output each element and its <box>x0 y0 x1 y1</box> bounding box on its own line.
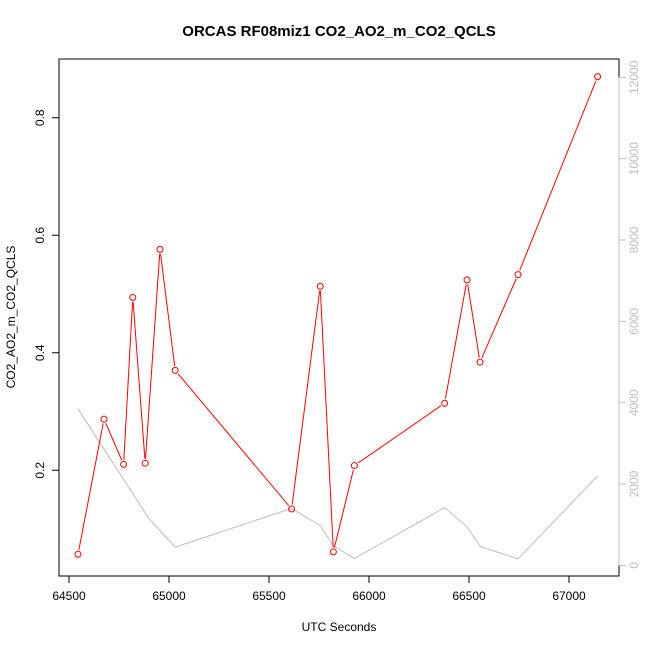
x-tick-label: 65500 <box>252 589 286 603</box>
series-segment <box>105 423 123 461</box>
y2-tick-label: 6000 <box>627 308 641 335</box>
series-segment <box>519 80 597 271</box>
series-line <box>77 408 598 560</box>
series-left-axis <box>74 73 602 558</box>
plot-area-frame <box>58 58 620 577</box>
series-segment <box>333 469 354 548</box>
series-segment <box>291 290 321 505</box>
data-point <box>463 276 471 284</box>
data-point <box>441 399 449 407</box>
x-tick-label: 64500 <box>52 589 86 603</box>
series-segment <box>160 253 176 366</box>
series-segment <box>132 301 146 459</box>
y-tick-label: 0.6 <box>33 227 47 244</box>
series-segment <box>444 284 467 399</box>
data-point <box>350 462 358 470</box>
series-segment <box>319 290 334 548</box>
data-point <box>476 358 484 366</box>
series-segment <box>357 405 442 464</box>
y2-tick-label: 2000 <box>627 470 641 497</box>
x-axis-label: UTC Seconds <box>302 620 377 634</box>
data-point <box>316 282 324 290</box>
y-tick-label: 0.4 <box>33 344 47 361</box>
x-tick-label: 66500 <box>452 589 486 603</box>
x-axis: 64500 65000 65500 66000 66500 67000 <box>52 575 586 603</box>
data-point <box>594 73 602 81</box>
y2-tick-label: 10000 <box>627 142 641 176</box>
data-point <box>288 505 296 513</box>
data-point <box>141 459 149 467</box>
data-point <box>171 366 179 374</box>
y-axis-right: 0 2000 4000 6000 8000 10000 12000 <box>618 60 641 569</box>
series-layer <box>74 73 602 560</box>
chart-title: ORCAS RF08miz1 CO2_AO2_m_CO2_QCLS <box>182 23 495 40</box>
y2-tick-label: 4000 <box>627 389 641 416</box>
y-tick-label: 0.2 <box>33 462 47 479</box>
series-segment <box>481 278 517 359</box>
y2-tick-label: 0 <box>627 562 641 569</box>
series-segment <box>145 253 161 459</box>
y2-tick-label: 12000 <box>627 60 641 94</box>
x-tick-label: 66000 <box>352 589 386 603</box>
data-point <box>514 271 522 279</box>
data-point <box>100 415 108 423</box>
x-tick-label: 67000 <box>552 589 586 603</box>
y-axis-left: 0.2 0.4 0.6 0.8 <box>33 109 60 479</box>
data-point <box>120 460 128 468</box>
series-segment <box>123 301 134 460</box>
series-right-axis <box>77 408 598 560</box>
data-point <box>129 294 137 302</box>
y2-tick-label: 8000 <box>627 226 641 253</box>
series-segment <box>467 284 480 358</box>
series-segment <box>177 373 290 506</box>
series-segment <box>78 423 104 550</box>
y-tick-label: 0.8 <box>33 109 47 126</box>
x-tick-label: 65000 <box>152 589 186 603</box>
data-point <box>156 245 164 253</box>
y-axis-label: CO2_AO2_m_CO2_QCLS <box>4 246 18 389</box>
data-point <box>74 550 82 558</box>
data-point <box>329 548 337 556</box>
